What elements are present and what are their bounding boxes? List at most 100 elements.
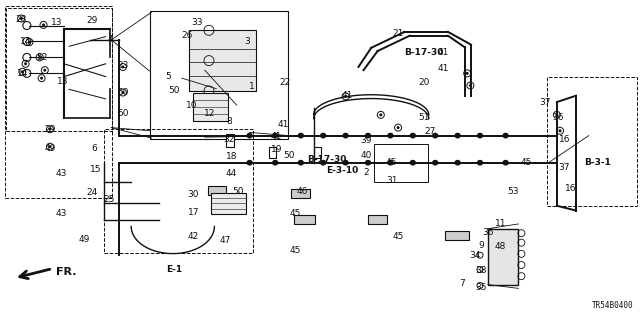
Text: 43: 43: [55, 209, 67, 218]
Text: 53: 53: [508, 187, 519, 196]
Text: 13: 13: [57, 77, 68, 86]
Ellipse shape: [365, 133, 371, 138]
Text: 51: 51: [418, 113, 429, 122]
Ellipse shape: [246, 160, 253, 166]
Text: 41: 41: [341, 91, 353, 100]
Text: 4: 4: [108, 35, 113, 44]
Ellipse shape: [342, 133, 349, 138]
Ellipse shape: [298, 160, 304, 166]
Circle shape: [469, 84, 472, 87]
Text: 13: 13: [51, 18, 63, 27]
Bar: [547, 77, 637, 206]
Text: 50: 50: [117, 88, 129, 97]
Text: 42: 42: [188, 232, 199, 241]
Ellipse shape: [410, 160, 416, 166]
Circle shape: [122, 65, 124, 69]
Text: 50: 50: [232, 187, 244, 196]
Ellipse shape: [342, 160, 349, 166]
Bar: [488, 229, 518, 285]
Bar: [493, 236, 513, 245]
Text: 9: 9: [479, 241, 484, 250]
Text: 49: 49: [79, 235, 90, 244]
Text: 34: 34: [469, 251, 481, 260]
Bar: [150, 11, 288, 139]
Circle shape: [44, 69, 46, 72]
Text: 28: 28: [15, 15, 27, 24]
Circle shape: [380, 113, 382, 116]
Text: 38: 38: [476, 266, 487, 275]
Circle shape: [466, 72, 468, 75]
Text: 50: 50: [284, 151, 295, 160]
Bar: [445, 231, 469, 240]
Circle shape: [397, 126, 399, 129]
Text: 14: 14: [17, 69, 28, 78]
Ellipse shape: [320, 133, 326, 138]
Circle shape: [40, 77, 43, 80]
Text: 31: 31: [386, 176, 397, 185]
Text: 30: 30: [188, 190, 199, 199]
Circle shape: [122, 91, 124, 94]
Text: 32: 32: [223, 135, 235, 144]
Text: B-3-1: B-3-1: [584, 158, 611, 167]
Text: 16: 16: [559, 135, 570, 144]
Text: 24: 24: [86, 189, 97, 197]
Bar: [208, 186, 226, 195]
Text: 22: 22: [279, 78, 291, 87]
Circle shape: [49, 145, 51, 148]
Text: 3: 3: [244, 37, 250, 46]
Text: 21: 21: [392, 29, 404, 38]
Bar: [314, 147, 321, 158]
Text: 25: 25: [103, 195, 115, 204]
Text: 10: 10: [186, 101, 198, 110]
Text: 37: 37: [540, 98, 551, 107]
Ellipse shape: [387, 133, 394, 138]
Text: 40: 40: [360, 151, 372, 160]
Text: 1: 1: [249, 82, 254, 91]
Text: 45: 45: [392, 232, 404, 241]
Text: 23: 23: [117, 61, 129, 70]
Bar: [193, 93, 228, 121]
Text: 41: 41: [437, 64, 449, 73]
Bar: [5, 6, 112, 198]
Circle shape: [24, 62, 27, 65]
Bar: [6, 8, 112, 131]
Ellipse shape: [365, 160, 371, 166]
Ellipse shape: [432, 160, 438, 166]
Bar: [269, 147, 276, 158]
Text: 16: 16: [565, 184, 577, 193]
Circle shape: [38, 56, 41, 59]
Text: 6: 6: [92, 144, 97, 153]
Bar: [211, 193, 246, 214]
Text: 50: 50: [117, 109, 129, 118]
Bar: [291, 189, 310, 198]
Bar: [374, 144, 428, 182]
Text: B-17-30: B-17-30: [307, 155, 346, 164]
Text: 29: 29: [86, 16, 98, 25]
Text: 37: 37: [559, 163, 570, 172]
Text: 36: 36: [482, 228, 493, 237]
Text: 52: 52: [36, 53, 47, 62]
Text: 48: 48: [495, 242, 506, 251]
Ellipse shape: [477, 133, 483, 138]
Bar: [226, 134, 234, 147]
Text: 46: 46: [296, 187, 308, 196]
Circle shape: [21, 70, 24, 73]
Circle shape: [28, 41, 31, 44]
Text: 43: 43: [55, 169, 67, 178]
Text: 41: 41: [437, 48, 449, 57]
Text: 26: 26: [181, 31, 193, 40]
Ellipse shape: [454, 160, 461, 166]
Text: 36: 36: [552, 113, 564, 122]
Ellipse shape: [454, 133, 461, 138]
Text: 45: 45: [386, 158, 397, 167]
Text: 39: 39: [360, 136, 372, 145]
Bar: [294, 215, 315, 224]
Circle shape: [559, 129, 561, 132]
Ellipse shape: [502, 133, 509, 138]
Text: 45: 45: [520, 158, 532, 167]
Circle shape: [344, 95, 347, 98]
Text: 15: 15: [90, 165, 102, 174]
Text: 35: 35: [476, 283, 487, 292]
Ellipse shape: [320, 160, 326, 166]
Text: 27: 27: [424, 127, 436, 136]
